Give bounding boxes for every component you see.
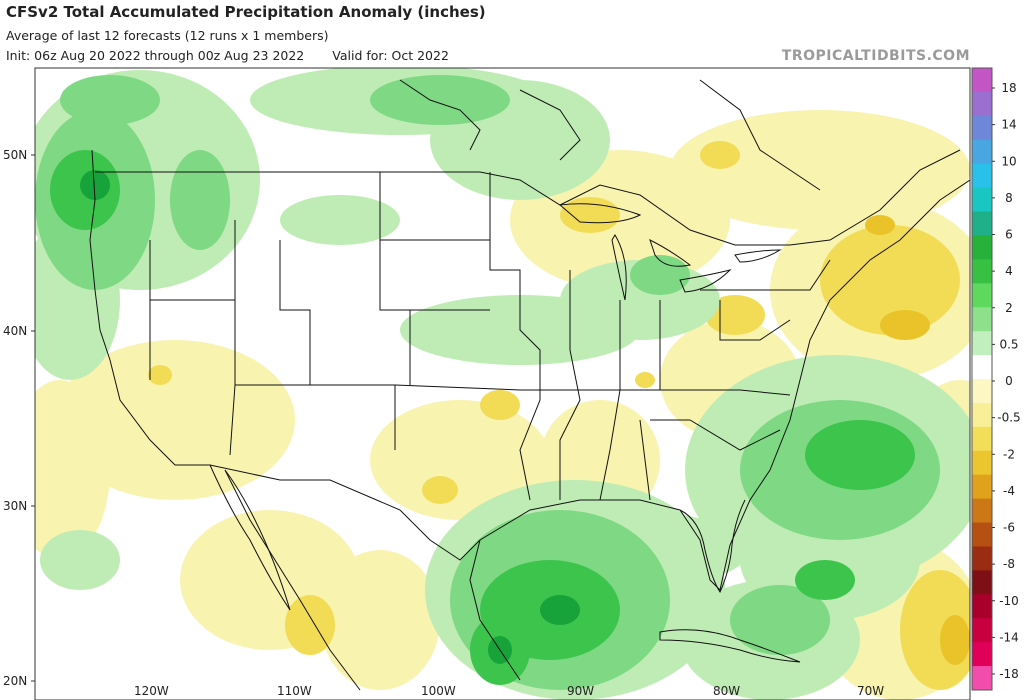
map-subtitle: Average of last 12 forecasts (12 runs x … — [6, 28, 329, 43]
legend-color-swatch — [972, 187, 992, 213]
legend-tick-label: 18 — [1001, 81, 1016, 95]
legend-color-swatch — [972, 211, 992, 236]
lat-labels: 50N 40N 30N 20N — [3, 148, 27, 688]
legend-tick-label: 6 — [1005, 228, 1013, 242]
init-text: Init: 06z Aug 20 2022 through 00z Aug 23… — [6, 48, 305, 63]
legend-color-swatch — [972, 283, 992, 308]
valid-text: Valid for: Oct 2022 — [332, 48, 449, 63]
legend-color-swatch — [972, 522, 992, 547]
northern-coastline — [399, 79, 821, 191]
legend-color-swatch — [972, 68, 992, 93]
init-time: Init: 06z Aug 20 2022 through 00z Aug 23… — [6, 48, 449, 63]
legend-tick-label: -2 — [1003, 447, 1015, 461]
dry-areas-strong — [865, 215, 970, 665]
lon-label-110w: 110W — [277, 684, 312, 698]
legend-color-swatch — [972, 235, 992, 260]
legend-tick-label: 0 — [1005, 374, 1013, 388]
legend-color-swatch — [972, 259, 992, 284]
legend-tick-label: -0.5 — [997, 411, 1020, 425]
legend-color-swatch — [972, 618, 992, 643]
legend-color-swatch — [972, 139, 992, 165]
legend-color-swatch — [972, 642, 992, 667]
great-lakes — [558, 203, 782, 301]
legend-color-swatch — [972, 379, 992, 404]
legend-tick-label: 14 — [1001, 118, 1016, 132]
florida-outline — [679, 499, 746, 594]
legend-color-swatch — [972, 402, 992, 428]
legend-tick-label: -6 — [1003, 521, 1015, 535]
legend-color-swatch — [972, 426, 992, 452]
wet-areas-very-strong — [80, 170, 580, 664]
legend-tick-label: -4 — [1003, 484, 1015, 498]
map-frame — [34, 67, 971, 700]
legend-tick-label: 4 — [1005, 264, 1013, 278]
legend-tick-label: -18 — [999, 667, 1019, 681]
legend-tick-label: 10 — [1001, 154, 1016, 168]
legend-color-swatch — [972, 666, 992, 691]
legend-color-swatch — [972, 115, 992, 141]
cuba-outline — [659, 629, 801, 663]
lon-label-70w: 70W — [857, 684, 884, 698]
legend-tick-label: -8 — [1003, 557, 1015, 571]
lon-label-80w: 80W — [713, 684, 740, 698]
legend-color-swatch — [972, 163, 992, 189]
map-title: CFSv2 Total Accumulated Precipitation An… — [6, 3, 486, 21]
legend-color-swatch — [972, 450, 992, 476]
legend-tick-label: 8 — [1005, 191, 1013, 205]
lon-label-90w: 90W — [567, 684, 594, 698]
color-legend: 18 14 10 8 6 4 2 0.5 0 -0.5 -2 -4 -6 -8 -10 -14 -18 — [971, 67, 1021, 691]
political-boundaries — [89, 149, 970, 691]
site-watermark: TROPICALTIDBITS.COM — [781, 48, 970, 64]
legend-color-swatch — [972, 498, 992, 524]
lon-labels: 120W 110W 100W 90W 80W 70W — [134, 684, 884, 698]
legend-color-swatch — [972, 355, 992, 380]
lat-label-50n: 50N — [3, 148, 27, 162]
legend-color-swatch — [972, 474, 992, 500]
legend-color-swatch — [972, 570, 992, 595]
lat-label-20n: 20N — [3, 674, 27, 688]
lat-label-40n: 40N — [3, 324, 27, 338]
lat-label-30n: 30N — [3, 499, 27, 513]
legend-tick-label: -10 — [999, 594, 1019, 608]
legend-color-swatch — [972, 546, 992, 571]
lat-ticks — [31, 154, 35, 682]
legend-color-swatch — [972, 594, 992, 619]
anomaly-shading — [35, 68, 970, 700]
legend-tick-label: 2 — [1005, 301, 1013, 315]
legend-color-swatch — [972, 307, 992, 332]
legend-tick-label: 0.5 — [999, 337, 1018, 351]
baja-outline — [209, 464, 291, 611]
legend-color-swatch — [972, 331, 992, 356]
legend-tick-label: -14 — [999, 630, 1019, 644]
lon-label-100w: 100W — [421, 684, 456, 698]
lon-label-120w: 120W — [134, 684, 169, 698]
legend-frame — [971, 67, 993, 691]
legend-color-swatch — [972, 91, 992, 117]
